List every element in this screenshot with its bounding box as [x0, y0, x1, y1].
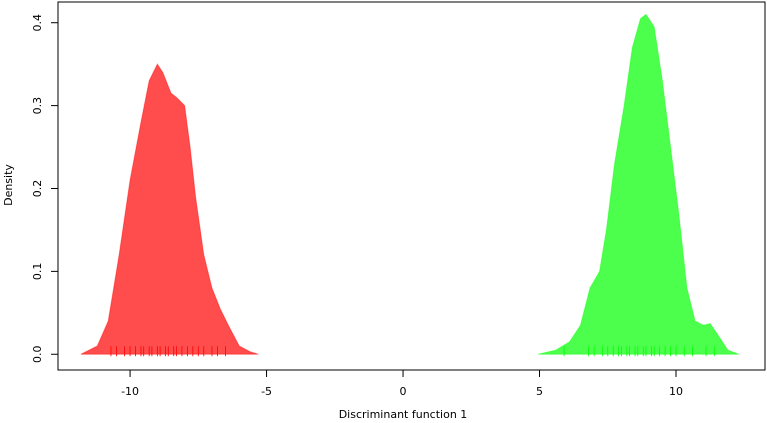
x-tick-label: 10	[669, 385, 683, 398]
y-tick-label: 0.3	[31, 97, 44, 115]
x-tick-label: 5	[536, 385, 543, 398]
density-area	[538, 13, 739, 355]
y-tick-label: 0.2	[31, 180, 44, 198]
density-area	[80, 63, 259, 355]
y-tick-label: 0.1	[31, 263, 44, 281]
y-tick-label: 0.4	[31, 14, 44, 32]
x-axis-title: Discriminant function 1	[339, 408, 468, 421]
y-tick-label: 0.0	[31, 346, 44, 364]
x-tick-label: -5	[261, 385, 272, 398]
y-axis-title: Density	[2, 164, 15, 206]
x-tick-label: -10	[121, 385, 139, 398]
x-tick-label: 0	[400, 385, 407, 398]
